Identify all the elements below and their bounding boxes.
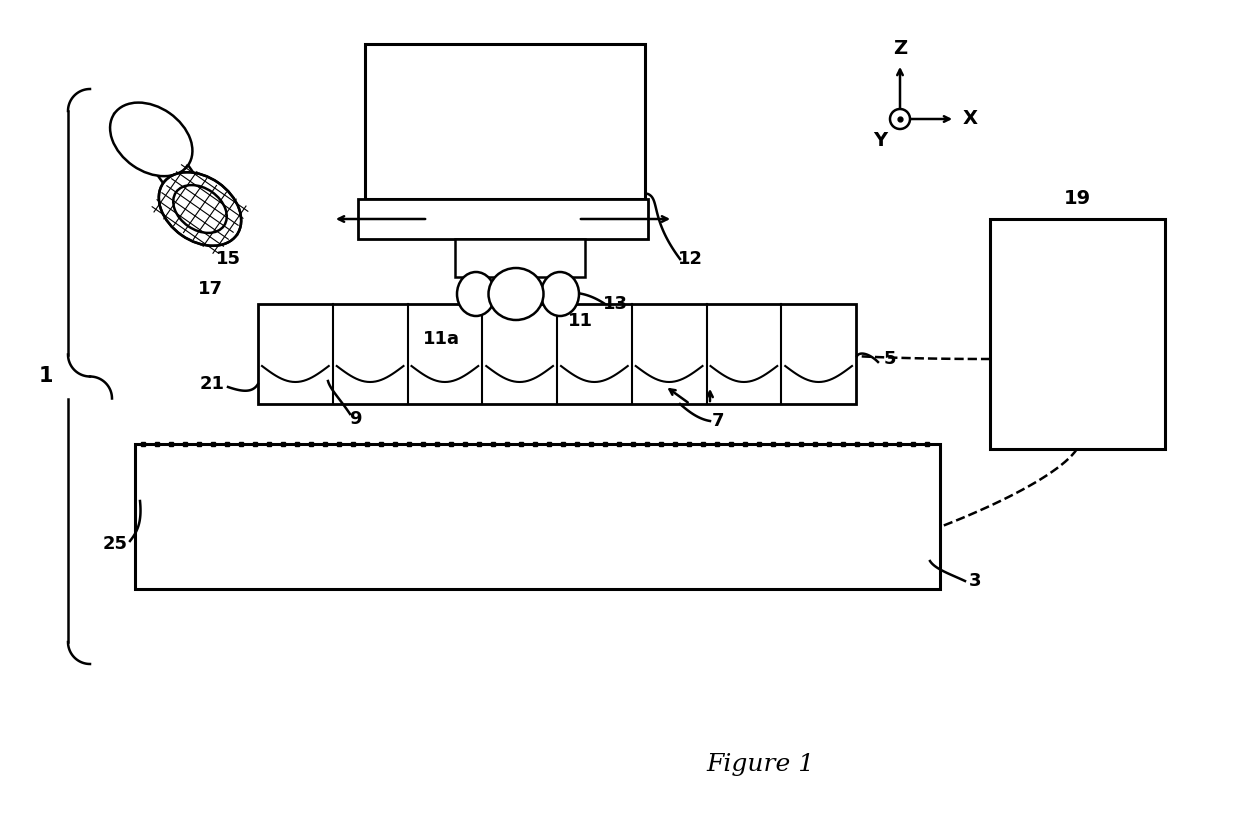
- Bar: [990, 219, 1166, 449]
- Ellipse shape: [159, 172, 241, 246]
- Text: Y: Y: [873, 132, 887, 150]
- Ellipse shape: [489, 268, 543, 320]
- Text: 17: 17: [197, 280, 222, 298]
- Text: 12: 12: [677, 250, 703, 268]
- Bar: [135, 444, 940, 589]
- Text: 1: 1: [38, 367, 53, 387]
- Text: Z: Z: [893, 39, 908, 59]
- Text: 5: 5: [884, 350, 897, 368]
- Text: 25: 25: [103, 535, 128, 553]
- Text: Figure 1: Figure 1: [706, 753, 815, 775]
- Ellipse shape: [458, 272, 495, 316]
- Text: 11: 11: [568, 312, 593, 330]
- Text: 3: 3: [968, 572, 981, 590]
- Bar: [455, 239, 585, 277]
- Ellipse shape: [110, 102, 192, 176]
- Text: 7: 7: [712, 412, 724, 430]
- Text: 15: 15: [216, 250, 241, 268]
- Text: 9: 9: [348, 410, 361, 428]
- Text: 21: 21: [200, 375, 224, 393]
- Circle shape: [890, 109, 910, 129]
- Bar: [358, 199, 649, 239]
- Text: X: X: [962, 110, 977, 128]
- Ellipse shape: [541, 272, 579, 316]
- Bar: [258, 304, 856, 404]
- Text: 19: 19: [1064, 190, 1091, 209]
- Text: 11a: 11a: [423, 330, 460, 348]
- Text: 13: 13: [603, 295, 627, 313]
- Bar: [365, 44, 645, 199]
